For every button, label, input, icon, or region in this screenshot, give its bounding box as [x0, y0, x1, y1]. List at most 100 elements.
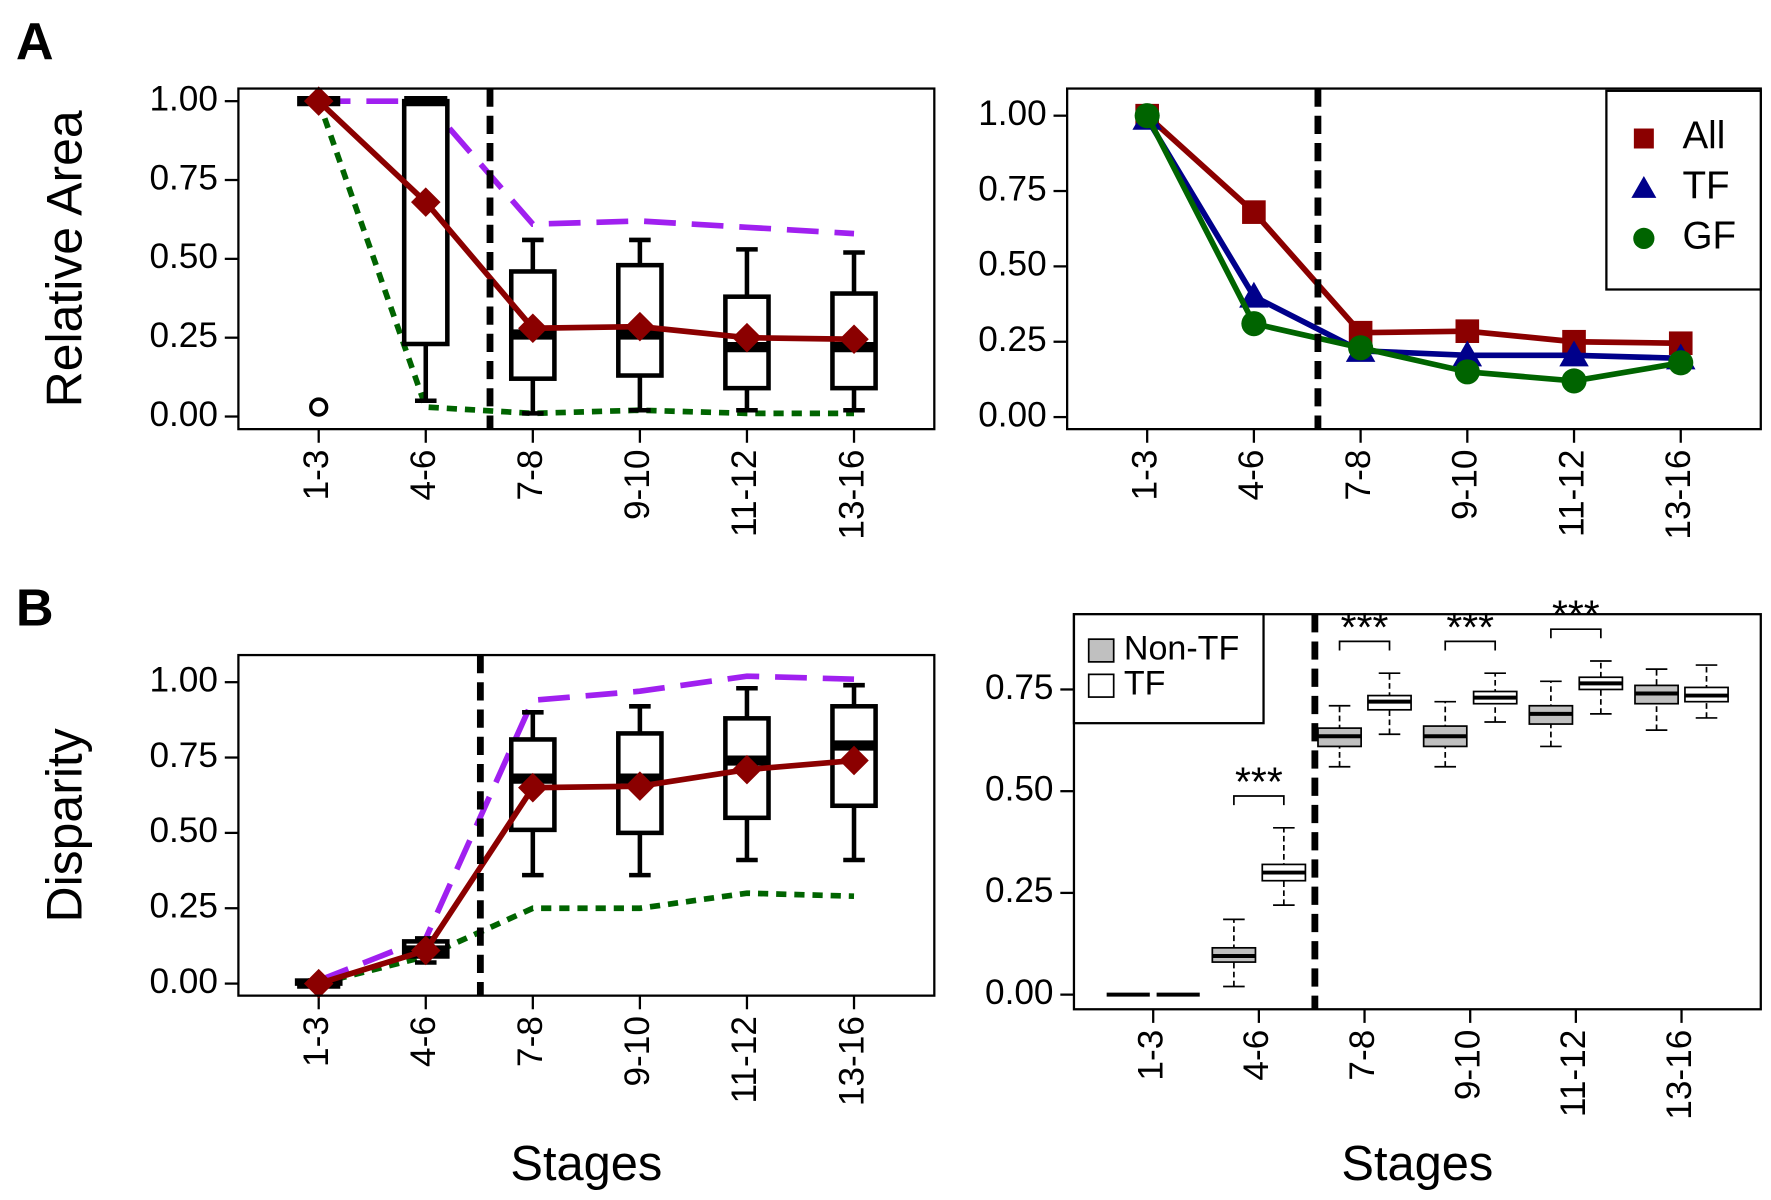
marker — [1241, 311, 1267, 337]
x-tick-label: 9-10 — [1446, 450, 1485, 520]
significance-label: *** — [1341, 604, 1389, 650]
marker — [1633, 227, 1655, 250]
x-tick-label: 1-3 — [1131, 1030, 1170, 1081]
significance-bracket — [1233, 795, 1285, 806]
series-line — [1144, 117, 1681, 362]
legend-label: Non-TF — [1124, 630, 1239, 668]
marker — [303, 968, 334, 999]
marker — [1452, 340, 1483, 367]
significance-bracket — [1550, 628, 1602, 639]
x-tick-label: 4-6 — [404, 1016, 443, 1067]
x-tick-label: 11-12 — [1554, 1030, 1593, 1117]
y-tick-label: 0.25 — [149, 316, 217, 355]
marker — [303, 86, 334, 116]
x-tick-label: 1-3 — [297, 450, 336, 501]
marker — [839, 324, 869, 355]
x-tick-label: 11-12 — [1552, 450, 1591, 537]
series-line — [1144, 114, 1682, 384]
significance-label: *** — [1446, 604, 1494, 650]
legend-swatch — [1087, 638, 1115, 663]
plot-frame — [237, 653, 936, 997]
x-tick-label: 7-8 — [511, 450, 550, 501]
x-tick-label: 9-10 — [618, 1016, 657, 1086]
y-tick-label: 0.75 — [149, 736, 217, 775]
x-axis-label: Stages — [510, 1137, 662, 1191]
y-tick-label: 0.00 — [149, 395, 217, 434]
marker — [1561, 368, 1587, 394]
marker — [1134, 103, 1160, 129]
marker — [1668, 331, 1693, 356]
plot-frame — [237, 87, 936, 431]
x-tick-label: 4-6 — [1237, 1030, 1276, 1081]
mean-line — [316, 99, 855, 343]
y-tick-label: 0.50 — [985, 769, 1053, 808]
range-line — [318, 890, 855, 987]
y-tick-label: 0.25 — [985, 871, 1053, 910]
marker — [1633, 128, 1654, 149]
marker — [1454, 359, 1480, 385]
marker — [839, 745, 869, 776]
y-tick-label: 0.00 — [978, 395, 1046, 434]
y-tick-label: 0.25 — [978, 320, 1046, 359]
y-axis-label: Disparity — [36, 728, 92, 922]
marker — [518, 313, 548, 343]
legend-label: GF — [1682, 215, 1736, 258]
marker — [1559, 340, 1589, 367]
marker — [1242, 200, 1266, 224]
x-tick-label: 11-12 — [725, 450, 764, 537]
panel-label: A — [16, 13, 54, 71]
marker — [732, 322, 762, 353]
legend-label: All — [1682, 115, 1725, 158]
outlier — [309, 397, 329, 417]
y-tick-label: 0.00 — [149, 962, 217, 1001]
marker — [1348, 335, 1374, 361]
legend-swatch — [1087, 673, 1115, 698]
marker — [1668, 350, 1694, 376]
y-tick-label: 0.75 — [149, 158, 217, 197]
marker — [732, 754, 762, 785]
plot-frame — [1072, 613, 1762, 1011]
y-tick-label: 0.75 — [985, 668, 1053, 707]
marker — [1631, 175, 1657, 198]
series-line — [1145, 113, 1681, 347]
x-tick-label: 7-8 — [1339, 450, 1378, 501]
legend-label: TF — [1124, 665, 1166, 703]
x-tick-label: 13-16 — [1660, 1030, 1699, 1120]
x-tick-label: 9-10 — [1448, 1030, 1487, 1100]
significance-label: *** — [1235, 758, 1283, 804]
x-axis-label: Stages — [1341, 1137, 1493, 1191]
marker — [518, 772, 548, 803]
x-tick-label: 9-10 — [618, 450, 657, 520]
marker — [1455, 319, 1480, 343]
y-axis-label: Relative Area — [36, 110, 92, 407]
x-tick-label: 1-3 — [297, 1016, 336, 1067]
y-tick-label: 0.00 — [985, 973, 1053, 1012]
y-tick-label: 0.75 — [978, 169, 1046, 208]
marker — [1239, 281, 1269, 308]
panel-label: B — [16, 580, 54, 638]
y-tick-label: 0.50 — [149, 237, 217, 276]
legend-label: TF — [1682, 165, 1729, 208]
significance-bracket — [1338, 640, 1391, 651]
y-tick-label: 0.50 — [149, 811, 217, 850]
x-tick-label: 13-16 — [1659, 450, 1698, 540]
x-tick-label: 13-16 — [832, 1016, 871, 1106]
y-tick-label: 1.00 — [149, 660, 217, 699]
x-tick-label: 13-16 — [832, 450, 871, 540]
x-tick-label: 7-8 — [511, 1016, 550, 1067]
range-line — [317, 673, 855, 984]
significance-bracket — [1444, 640, 1497, 651]
x-tick-label: 4-6 — [1232, 450, 1271, 501]
mean-line — [317, 757, 855, 987]
box — [616, 262, 664, 378]
y-tick-label: 1.00 — [149, 79, 217, 118]
x-tick-label: 7-8 — [1343, 1030, 1382, 1081]
legend-frame — [1605, 89, 1762, 291]
y-tick-label: 1.00 — [978, 94, 1046, 133]
legend-frame — [1072, 613, 1265, 725]
x-tick-label: 1-3 — [1125, 450, 1164, 501]
y-tick-label: 0.50 — [978, 245, 1046, 284]
range-line — [318, 98, 855, 237]
